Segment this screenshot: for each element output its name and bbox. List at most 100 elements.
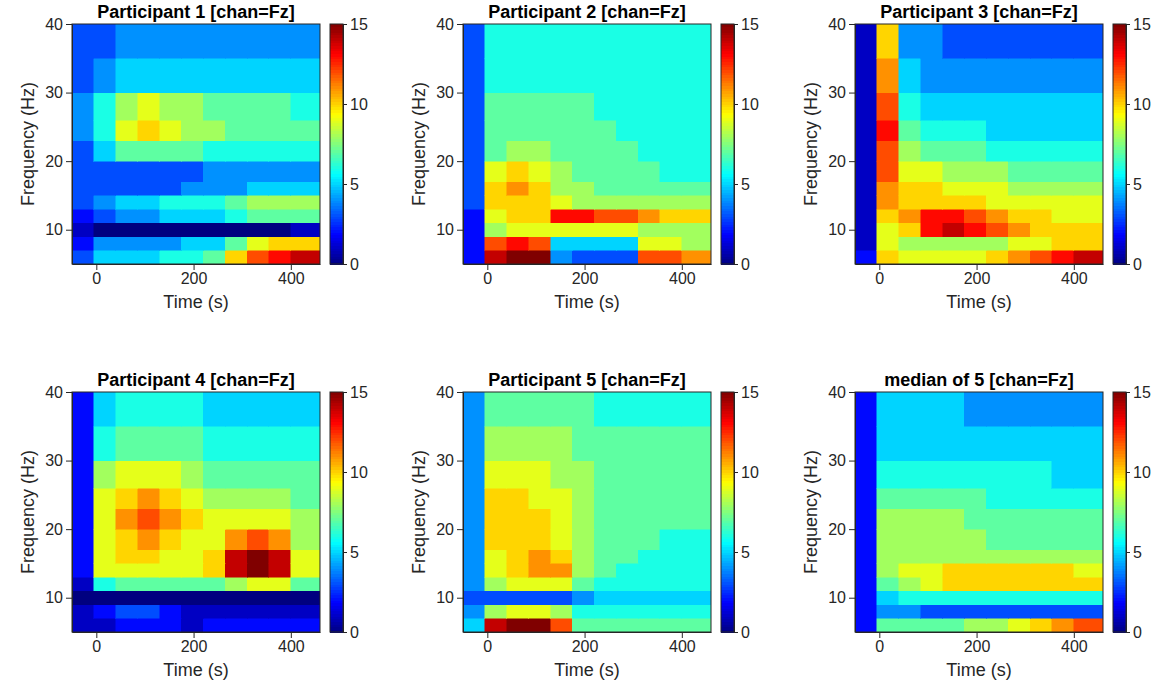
heatmap-cell [203, 237, 225, 251]
y-axis-title: Frequency (Hz) [18, 82, 38, 206]
heatmap-cell [1074, 58, 1103, 92]
tick-mark [343, 632, 347, 633]
heatmap-cell [529, 209, 551, 223]
heatmap-cell [225, 563, 247, 577]
heatmap-cell [1030, 209, 1052, 223]
heatmap-cell [1030, 237, 1052, 251]
heatmap-cell [291, 182, 320, 196]
heatmap-cell [943, 461, 965, 488]
heatmap-cell [616, 120, 638, 141]
heatmap-cell [943, 618, 965, 632]
heatmap-cell [247, 605, 269, 619]
heatmap-cell [877, 24, 899, 58]
panel-title: median of 5 [chan=Fz] [884, 370, 1074, 390]
heatmap-cell [507, 93, 529, 120]
heatmap-cell [203, 392, 225, 426]
heatmap-cell [899, 426, 921, 460]
heatmap-cell [463, 461, 485, 488]
heatmap-cells [855, 24, 1103, 264]
colorbar: 051015 [721, 16, 759, 273]
heatmap-cell [551, 550, 573, 564]
tick-mark [457, 24, 463, 25]
heatmap-cell [72, 591, 94, 605]
heatmap-cell [160, 182, 182, 196]
heatmap-cell [225, 529, 247, 550]
heatmap-cell [877, 161, 899, 182]
heatmap-cell [964, 509, 986, 530]
heatmap-cell [181, 563, 203, 577]
heatmap-cell [203, 195, 225, 209]
tick-mark [66, 598, 72, 599]
heatmap-cell [225, 605, 247, 619]
tick: 200 [181, 264, 208, 287]
heatmap-cell [899, 605, 921, 619]
heatmap-cell [247, 550, 269, 564]
heatmap-cell [921, 605, 943, 619]
heatmap-cell [682, 237, 711, 251]
heatmap-cell [116, 141, 138, 162]
tick-label: 15 [741, 384, 759, 401]
heatmap-cell [225, 591, 247, 605]
heatmap-cell [507, 141, 529, 162]
tick-mark [849, 93, 855, 94]
heatmap-cell [181, 426, 203, 460]
heatmap-cell [1052, 577, 1074, 591]
heatmap-cell [138, 577, 160, 591]
heatmap-cell [181, 618, 203, 632]
heatmap-cell [94, 93, 116, 120]
heatmap-cell [660, 426, 682, 460]
heatmap-cell [986, 250, 1008, 264]
tick: 15 [1126, 16, 1151, 33]
axis-line [72, 393, 73, 633]
tick: 30 [436, 452, 463, 469]
heatmap-cell [463, 223, 485, 237]
axis-line [855, 25, 856, 265]
axis-line [463, 25, 464, 265]
tick-label: 5 [350, 544, 359, 561]
heatmap-cell [943, 161, 965, 182]
y-axis-title: Frequency (Hz) [801, 82, 821, 206]
heatmap-cell [160, 250, 182, 264]
heatmap-cell [269, 195, 291, 209]
heatmap-cell [529, 426, 551, 460]
heatmap-cell [638, 24, 660, 58]
heatmap-cell [594, 141, 616, 162]
panel-title: Participant 1 [chan=Fz] [97, 2, 295, 22]
heatmap-cell [638, 250, 660, 264]
heatmap-cell [660, 93, 682, 120]
heatmap-cell [291, 550, 320, 564]
heatmap-cell [986, 93, 1008, 120]
heatmap-cell [203, 577, 225, 591]
heatmap-cell [116, 488, 138, 509]
heatmap-cell [1052, 426, 1074, 460]
heatmap-cell [1052, 141, 1074, 162]
tick-label: 30 [828, 84, 846, 101]
heatmap-cell [616, 237, 638, 251]
heatmap-cell [291, 24, 320, 58]
heatmap-cell [551, 195, 573, 209]
heatmap-cell [269, 461, 291, 488]
tick: 200 [572, 632, 599, 655]
heatmap-cell [463, 392, 485, 426]
heatmap-cell [463, 529, 485, 550]
heatmap-cell [877, 605, 899, 619]
heatmap-cell [682, 120, 711, 141]
heatmap-cell [485, 426, 507, 460]
heatmap-cell [507, 237, 529, 251]
heatmap-cell [507, 529, 529, 550]
heatmap-cell [964, 93, 986, 120]
heatmap-cell [1074, 24, 1103, 58]
heatmap-cell [72, 550, 94, 564]
heatmap-cell [855, 195, 877, 209]
heatmap-cell [986, 591, 1008, 605]
heatmap-cell [682, 182, 711, 196]
heatmap-cell [616, 605, 638, 619]
heatmap-cell [638, 392, 660, 426]
tick-mark [879, 632, 880, 638]
heatmap-cell [1030, 250, 1052, 264]
heatmap-cell [160, 141, 182, 162]
heatmap-cell [877, 58, 899, 92]
tick-label: 400 [278, 638, 305, 655]
heatmap-cell [594, 550, 616, 564]
heatmap-cell [463, 24, 485, 58]
